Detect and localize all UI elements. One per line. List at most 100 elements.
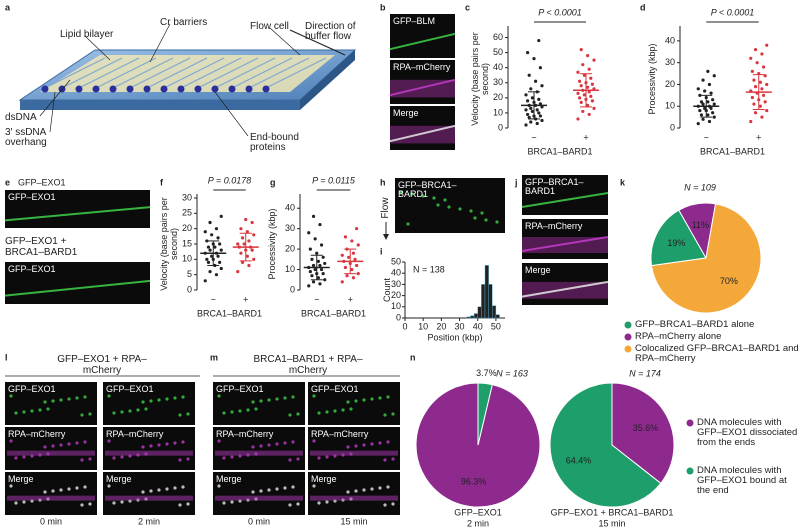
x-tick-label: 30 <box>455 321 465 331</box>
x-tick-label: 20 <box>436 321 446 331</box>
data-point <box>537 97 541 101</box>
data-point <box>755 61 759 65</box>
data-point <box>527 73 531 77</box>
signal-band <box>310 495 398 501</box>
data-point <box>535 121 539 126</box>
schematic-label: dsDNA <box>5 112 37 123</box>
data-point <box>701 78 705 82</box>
data-point <box>206 245 211 249</box>
schematic-label: End-bound proteins <box>250 132 299 153</box>
signal-spot <box>349 407 353 411</box>
y-tick-label: 0 <box>498 122 503 132</box>
data-point <box>236 242 240 246</box>
data-point <box>706 113 710 117</box>
error-bar <box>344 248 357 275</box>
signal-spot <box>149 399 153 403</box>
signal-spot <box>312 484 316 488</box>
signal-spot <box>22 410 26 414</box>
data-point <box>540 84 544 88</box>
signal-spot <box>88 412 92 416</box>
panel-letter: a <box>5 2 11 12</box>
data-point <box>311 263 316 268</box>
signal-track <box>521 236 609 252</box>
data-point <box>216 236 220 240</box>
signal-spot <box>406 222 410 226</box>
signal-band <box>7 495 95 501</box>
signal-track <box>389 78 456 97</box>
panel-letter: g <box>270 177 276 187</box>
signal-spot <box>383 503 387 507</box>
signal-spot <box>362 488 366 492</box>
x-axis-label: BRCA1–BARD1 <box>301 308 366 318</box>
legend-marker <box>624 345 632 353</box>
value-label: 70% <box>720 276 738 286</box>
pie-slice <box>477 382 493 446</box>
signal-spot <box>222 501 226 505</box>
signal-spot <box>391 502 395 506</box>
data-point <box>218 242 222 246</box>
x-tick-label: 50 <box>491 321 501 331</box>
signal-spot <box>157 398 161 402</box>
signal-spot <box>165 442 169 446</box>
signal-spot <box>107 394 111 398</box>
legend-marker <box>624 333 632 341</box>
data-point <box>579 48 583 52</box>
data-point <box>245 230 249 234</box>
data-point <box>578 79 582 83</box>
data-point <box>350 239 354 243</box>
signal-spot <box>391 412 395 416</box>
signal-spot <box>484 218 488 222</box>
data-point <box>351 251 356 255</box>
signal-spot <box>59 398 63 402</box>
signal-spot <box>141 445 145 449</box>
signal-spot <box>436 203 440 207</box>
data-point <box>586 85 590 89</box>
data-point <box>707 119 712 124</box>
signal-band <box>7 450 95 456</box>
signal-track <box>521 280 609 298</box>
data-point <box>315 251 319 255</box>
data-point <box>749 119 753 124</box>
data-point <box>351 276 356 280</box>
data-point <box>213 245 217 249</box>
schematic-label: 3′ ssDNA overhang <box>5 127 47 148</box>
signal-spot <box>354 444 358 448</box>
data-point <box>318 222 322 227</box>
p-value: P < 0.0001 <box>711 7 754 17</box>
signal-spot <box>391 457 395 461</box>
data-point <box>586 103 590 107</box>
signal-spot <box>83 485 87 489</box>
data-point <box>707 82 712 87</box>
signal-spot <box>370 442 374 446</box>
signal-spot <box>296 502 300 506</box>
data-point <box>313 237 317 241</box>
signal-spot <box>51 399 55 403</box>
signal-spot <box>107 439 111 443</box>
data-point <box>753 111 758 115</box>
signal-spot <box>246 408 250 412</box>
y-tick-label: 40 <box>493 62 503 72</box>
signal-spot <box>178 413 182 417</box>
data-point <box>581 109 585 114</box>
data-point <box>712 115 716 119</box>
data-point <box>540 118 544 123</box>
chart-title: N = 109 <box>684 182 716 192</box>
data-point <box>355 263 359 268</box>
data-point <box>529 120 533 124</box>
legend-label: DNA molecules with GFP–EXO1 dissociated … <box>697 417 798 448</box>
data-point <box>345 274 349 278</box>
y-tick-label: 30 <box>493 77 503 87</box>
signal-spot <box>370 397 374 401</box>
signal-spot <box>141 400 145 404</box>
signal-spot <box>217 439 221 443</box>
signal-spot <box>173 396 177 400</box>
signal-band <box>215 450 303 456</box>
data-point <box>582 93 587 97</box>
leader-lines <box>39 23 346 137</box>
data-point <box>752 102 756 106</box>
signal-spot <box>317 456 321 460</box>
schematic-label: Cr barriers <box>160 17 208 28</box>
data-point <box>703 89 707 93</box>
signal-spot <box>83 440 87 444</box>
image-label: RPA–mCherry <box>525 221 583 231</box>
